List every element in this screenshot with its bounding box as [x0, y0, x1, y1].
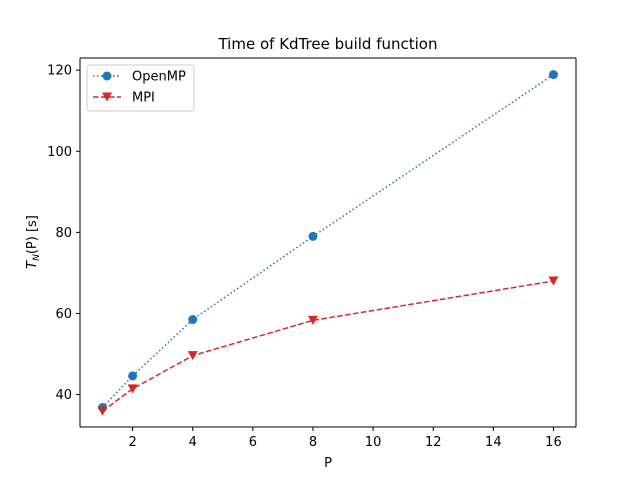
x-tick-label: 14	[485, 435, 502, 450]
data-point-mpi	[187, 351, 198, 361]
x-axis-label: P	[324, 456, 332, 471]
x-tick-label: 12	[425, 435, 442, 450]
data-point-mpi	[97, 406, 108, 416]
legend-label-mpi: MPI	[132, 91, 155, 106]
data-point-openmp	[308, 231, 318, 241]
legend-entries: OpenMP MPI	[93, 70, 186, 106]
y-tick-label: 60	[55, 307, 72, 322]
y-axis-label-main: T	[25, 260, 40, 269]
series-line-openmp	[102, 74, 554, 409]
y-tick-label: 40	[55, 388, 72, 403]
y-axis-label-rest: (P) [s]	[25, 215, 40, 254]
plot-area	[80, 58, 576, 427]
legend-marker-openmp	[102, 71, 112, 81]
x-tick-label: 16	[545, 435, 562, 450]
x-axis-ticks: 2 4 6 8 10 12 14 16	[128, 427, 562, 450]
data-point-mpi	[127, 384, 138, 394]
legend-label-openmp: OpenMP	[132, 70, 186, 85]
legend-marker-mpi	[102, 92, 112, 102]
chart-title: Time of KdTree build function	[217, 35, 437, 53]
y-tick-label: 80	[55, 226, 72, 241]
y-axis-label-sub: N	[32, 254, 42, 261]
x-tick-label: 2	[128, 435, 136, 450]
y-axis-ticks: 40 60 80 100 120	[47, 64, 80, 403]
x-tick-label: 4	[189, 435, 197, 450]
y-axis-label: TN(P) [s]	[25, 215, 42, 269]
data-point-openmp	[188, 315, 198, 325]
x-tick-label: 8	[309, 435, 317, 450]
data-point-openmp	[548, 70, 558, 80]
legend: OpenMP MPI	[86, 64, 195, 112]
x-tick-label: 10	[365, 435, 382, 450]
y-tick-label: 100	[47, 145, 72, 160]
x-tick-label: 6	[249, 435, 257, 450]
data-point-openmp	[128, 371, 138, 381]
y-tick-label: 120	[47, 64, 72, 79]
data-point-mpi	[548, 276, 559, 286]
series-layer	[97, 70, 559, 416]
data-point-mpi	[307, 315, 318, 325]
